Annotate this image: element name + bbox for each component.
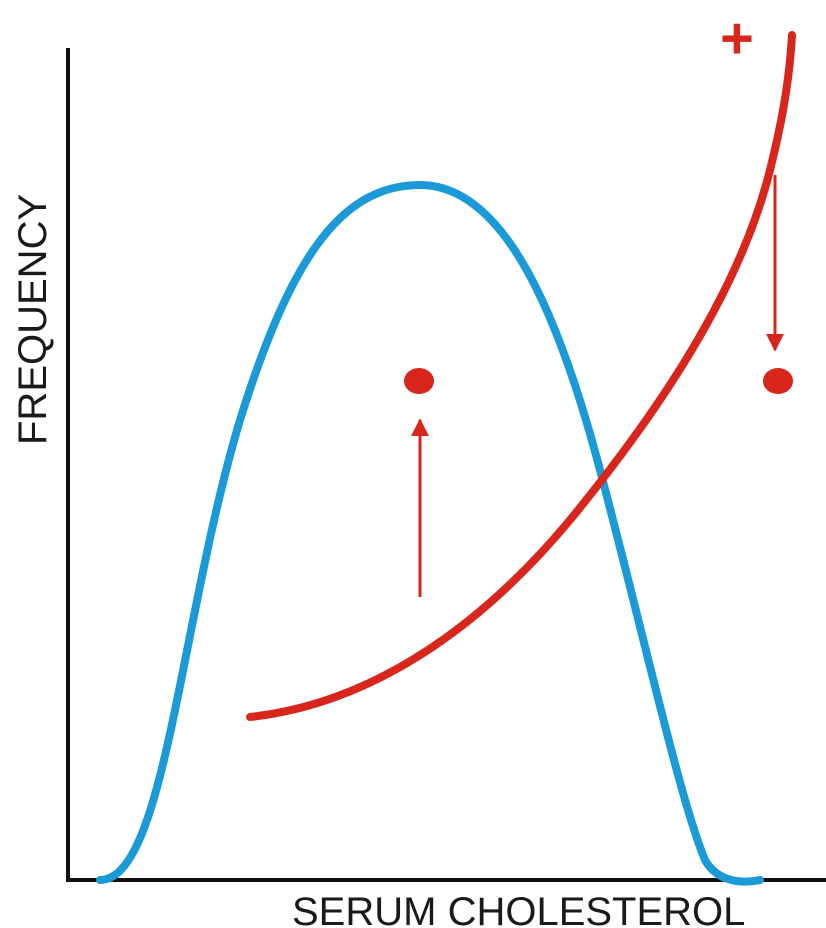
- plus-marker: +: [720, 6, 754, 71]
- risk-curve: [246, 31, 796, 721]
- y-axis-label: FREQUENCY: [11, 194, 55, 445]
- dot-left: [404, 368, 434, 394]
- dot-right: [763, 368, 793, 394]
- frequency-distribution-curve: [96, 180, 764, 886]
- x-axis-label: SERUM CHOLESTEROL: [292, 890, 745, 928]
